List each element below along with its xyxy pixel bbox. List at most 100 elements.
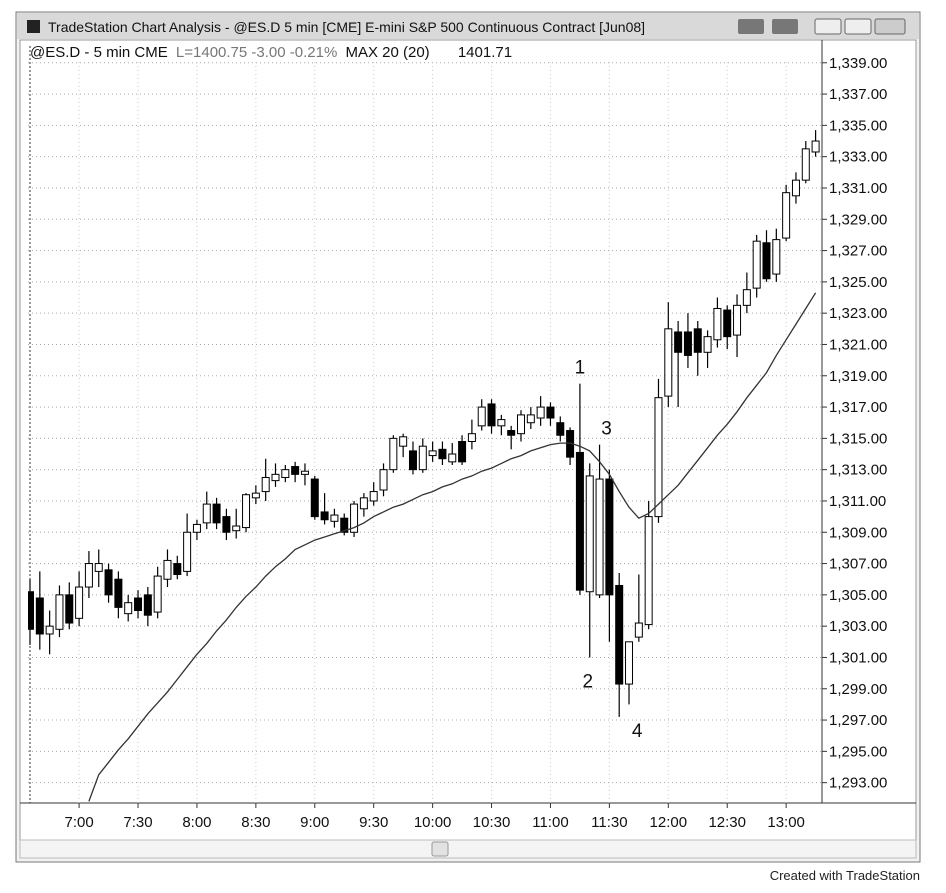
y-tick-label: 1,307.00 [829, 556, 887, 573]
y-tick-label: 1,319.00 [829, 368, 887, 385]
candle-body [114, 578, 123, 608]
y-tick-label: 1,301.00 [829, 649, 887, 666]
candle-body [163, 559, 172, 580]
candle-body [389, 437, 398, 471]
candle-body [359, 497, 368, 510]
candle-body [811, 140, 820, 153]
candle-body [192, 523, 201, 533]
interval-button[interactable] [772, 19, 798, 34]
candle-body [644, 516, 653, 626]
candle-body [713, 307, 722, 341]
candle-body [703, 336, 712, 353]
close-button[interactable] [874, 18, 906, 35]
y-tick-label: 1,329.00 [829, 211, 887, 228]
window-title: TradeStation Chart Analysis - @ES.D 5 mi… [48, 19, 645, 35]
moving-average-line [88, 292, 817, 802]
plot [28, 130, 820, 802]
candle-body [55, 594, 64, 630]
symbol: @ES.D - 5 min CME [30, 44, 168, 61]
x-tick-label: 8:30 [241, 814, 270, 831]
candle-body [585, 475, 594, 593]
annotation: 2 [582, 671, 593, 692]
scrollbar[interactable] [19, 839, 917, 859]
x-tick-label: 11:00 [532, 814, 568, 831]
grid [28, 62, 822, 803]
candle-body [330, 514, 339, 522]
candle-body [369, 491, 378, 502]
x-tick-label: 10:00 [414, 814, 452, 831]
maximize-button[interactable] [844, 18, 872, 35]
y-tick-label: 1,311.00 [829, 493, 886, 510]
x-tick-label: 7:00 [64, 814, 93, 831]
chart-header: @ES.D - 5 min CME L=1400.75 -3.00 -0.21%… [30, 44, 512, 61]
candle-body [143, 594, 152, 616]
candle-body [202, 503, 211, 524]
candle-body [183, 531, 192, 572]
candle-body [28, 591, 34, 630]
candle-body [104, 569, 113, 596]
y-tick-label: 1,321.00 [829, 336, 887, 353]
y-tick-label: 1,335.00 [829, 117, 887, 134]
candle-body [212, 503, 221, 524]
y-tick-label: 1,299.00 [829, 681, 887, 698]
candle-body [271, 473, 280, 482]
app-icon [27, 20, 40, 33]
candle-body [281, 469, 290, 478]
candle-body [418, 445, 427, 471]
candle-body [134, 597, 143, 612]
symbol-button[interactable] [738, 19, 764, 34]
candle-body [438, 448, 447, 460]
candle-body [782, 192, 791, 239]
candle-body [251, 492, 260, 499]
candle-body [615, 584, 624, 685]
candle-body [625, 641, 634, 685]
y-tick-label: 1,327.00 [829, 243, 887, 260]
x-tick-label: 11:30 [591, 814, 627, 831]
candle-body [428, 450, 437, 457]
candle-body [232, 525, 241, 532]
y-tick-label: 1,323.00 [829, 305, 887, 322]
candle-body [222, 516, 231, 533]
title-bar [17, 13, 919, 39]
candle-body [536, 406, 545, 419]
candle-body [291, 466, 300, 475]
candle-body [448, 453, 457, 463]
y-tick-label: 1,315.00 [829, 430, 887, 447]
candle-body [65, 594, 74, 624]
candle-body [477, 406, 486, 427]
x-tick-label: 12:30 [708, 814, 746, 831]
candle-body [556, 422, 565, 436]
candle-body [762, 242, 771, 280]
y-tick-label: 1,331.00 [829, 180, 887, 197]
candle-body [634, 622, 643, 638]
annotation: 1 [575, 358, 586, 379]
candle-body [742, 289, 751, 306]
candle-body [693, 328, 702, 353]
candle-body [458, 440, 467, 463]
quote: L=1400.75 -3.00 -0.21% [176, 44, 337, 61]
candle-body [153, 575, 162, 613]
minimize-button[interactable] [814, 18, 842, 35]
candle-body [487, 403, 496, 427]
candle-body [340, 517, 349, 533]
y-tick-label: 1,305.00 [829, 587, 887, 604]
candle-body [261, 476, 270, 493]
candle-body [497, 419, 506, 427]
scroll-thumb[interactable] [431, 841, 449, 857]
y-tick-label: 1,309.00 [829, 524, 887, 541]
candle-body [595, 478, 604, 596]
x-tick-label: 13:00 [767, 814, 805, 831]
candle-body [801, 148, 810, 181]
candle-body [723, 309, 732, 338]
indicator: MAX 20 (20) [345, 44, 429, 61]
x-tick-label: 7:30 [123, 814, 152, 831]
y-tick-label: 1,317.00 [829, 399, 887, 416]
y-tick-label: 1,339.00 [829, 55, 887, 72]
candle-body [517, 414, 525, 435]
candle-body [173, 563, 182, 576]
x-tick-label: 9:30 [359, 814, 388, 831]
y-tick-label: 1,295.00 [829, 743, 887, 760]
candle-body [467, 433, 476, 442]
candle-body [379, 469, 388, 491]
